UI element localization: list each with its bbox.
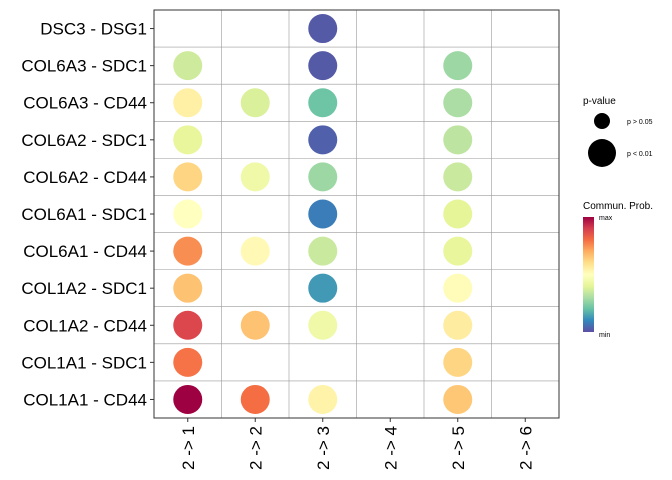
size-legend-symbol-large (588, 139, 616, 167)
data-point (443, 199, 473, 229)
data-point (240, 88, 270, 118)
data-point (240, 162, 270, 192)
y-axis-labels: DSC3 - DSG1 COL6A3 - SDC1 COL6A3 - CD44 COL… (21, 20, 154, 409)
data-point (308, 125, 338, 155)
color-legend-max-label: max (599, 215, 613, 222)
data-point (173, 125, 203, 155)
data-point (240, 310, 270, 340)
color-legend-min-label: min (599, 332, 610, 339)
data-point (443, 88, 473, 118)
data-point (173, 347, 203, 377)
color-legend-title: Commun. Prob. (583, 201, 653, 212)
x-tick-label: 2 -> 2 (246, 426, 265, 470)
y-tick-label: COL6A2 - SDC1 (21, 131, 147, 150)
data-point (173, 273, 203, 303)
data-point (308, 14, 338, 44)
size-legend: p-value p > 0.05 p < 0.01 (583, 96, 653, 167)
data-point (443, 384, 473, 414)
y-tick-label: COL6A3 - CD44 (23, 94, 147, 113)
y-tick-label: COL6A1 - CD44 (23, 242, 147, 261)
data-point (443, 310, 473, 340)
y-tick-label: COL6A3 - SDC1 (21, 57, 147, 76)
grid-layer (154, 10, 559, 418)
y-tick-label: COL1A1 - SDC1 (21, 353, 147, 372)
size-legend-label-small: p > 0.05 (627, 119, 653, 126)
data-point (308, 88, 338, 118)
x-tick-label: 2 -> 5 (449, 426, 468, 470)
color-legend: Commun. Prob. max min (583, 201, 653, 339)
y-tick-label: COL1A2 - SDC1 (21, 279, 147, 298)
data-point (443, 347, 473, 377)
size-legend-label-large: p < 0.01 (627, 151, 653, 158)
size-legend-title: p-value (583, 96, 616, 107)
y-tick-label: COL1A1 - CD44 (23, 390, 147, 409)
data-point (308, 199, 338, 229)
data-point (308, 273, 338, 303)
data-point (173, 384, 203, 414)
data-point (173, 88, 203, 118)
data-point (240, 384, 270, 414)
data-point (308, 236, 338, 266)
x-tick-label: 2 -> 3 (314, 426, 333, 470)
data-point (443, 51, 473, 81)
y-tick-label: COL6A1 - SDC1 (21, 205, 147, 224)
data-point (173, 199, 203, 229)
data-point (173, 162, 203, 192)
data-point (308, 384, 338, 414)
data-point (173, 236, 203, 266)
data-point (308, 310, 338, 340)
x-axis-labels: 2 -> 1 2 -> 2 2 -> 3 2 -> 4 2 -> 5 2 -> 6 (179, 418, 535, 470)
color-bar (583, 217, 594, 332)
data-point (240, 236, 270, 266)
data-point (173, 51, 203, 81)
size-legend-symbol-small (594, 113, 610, 129)
x-tick-label: 2 -> 4 (381, 426, 400, 470)
data-point (173, 310, 203, 340)
points-layer (173, 14, 473, 414)
y-tick-label: COL6A2 - CD44 (23, 168, 147, 187)
data-point (308, 51, 338, 81)
y-tick-label: COL1A2 - CD44 (23, 316, 147, 335)
x-tick-label: 2 -> 1 (179, 426, 198, 470)
data-point (308, 162, 338, 192)
x-tick-label: 2 -> 6 (516, 426, 535, 470)
y-tick-label: DSC3 - DSG1 (40, 20, 147, 39)
data-point (443, 273, 473, 303)
data-point (443, 125, 473, 155)
data-point (443, 236, 473, 266)
data-point (443, 162, 473, 192)
